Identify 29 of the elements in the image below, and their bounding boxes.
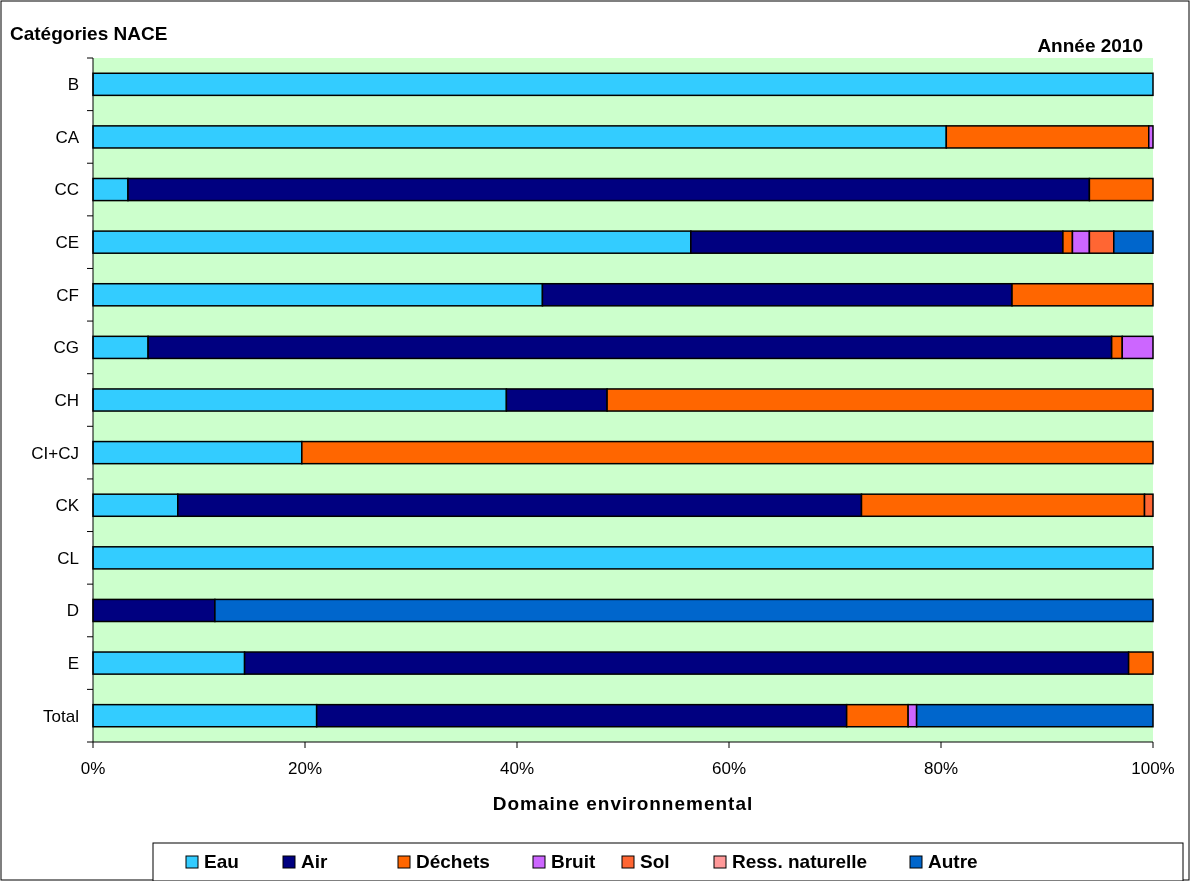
y-tick-label: CI+CJ (31, 443, 79, 463)
legend-label: Ress. naturelle (732, 851, 868, 872)
y-tick-label: CA (55, 127, 80, 147)
legend-label: Air (301, 851, 328, 872)
y-tick-label: CG (53, 338, 79, 358)
x-tick-label: 100% (1131, 759, 1175, 778)
legend-label: Eau (204, 851, 239, 872)
x-tick-label: 20% (287, 759, 323, 778)
x-tick-label: 0% (80, 759, 106, 778)
y-tick-label: CF (56, 285, 79, 305)
y-tick-label: E (67, 654, 79, 674)
x-axis-title: Domaine environnemental (492, 793, 754, 814)
y-tick-label: B (67, 75, 79, 95)
x-tick-label: 60% (711, 759, 747, 778)
chart-title: Année 2010 (1037, 35, 1143, 56)
legend-label: Déchets (416, 851, 490, 872)
y-axis-title: Catégories NACE (10, 23, 168, 44)
legend-label: Autre (928, 851, 978, 872)
y-tick-label: CC (54, 180, 79, 200)
x-tick-label: 40% (499, 759, 535, 778)
x-tick-label: 80% (923, 759, 959, 778)
legend-label: Sol (640, 851, 670, 872)
y-tick-label: CK (55, 496, 80, 516)
y-tick-label: D (66, 601, 79, 621)
legend-label: Bruit (551, 851, 596, 872)
y-tick-label: CE (55, 233, 79, 253)
y-tick-label: CL (57, 548, 79, 568)
y-tick-label: CH (54, 390, 79, 410)
y-tick-label: Total (43, 706, 79, 726)
